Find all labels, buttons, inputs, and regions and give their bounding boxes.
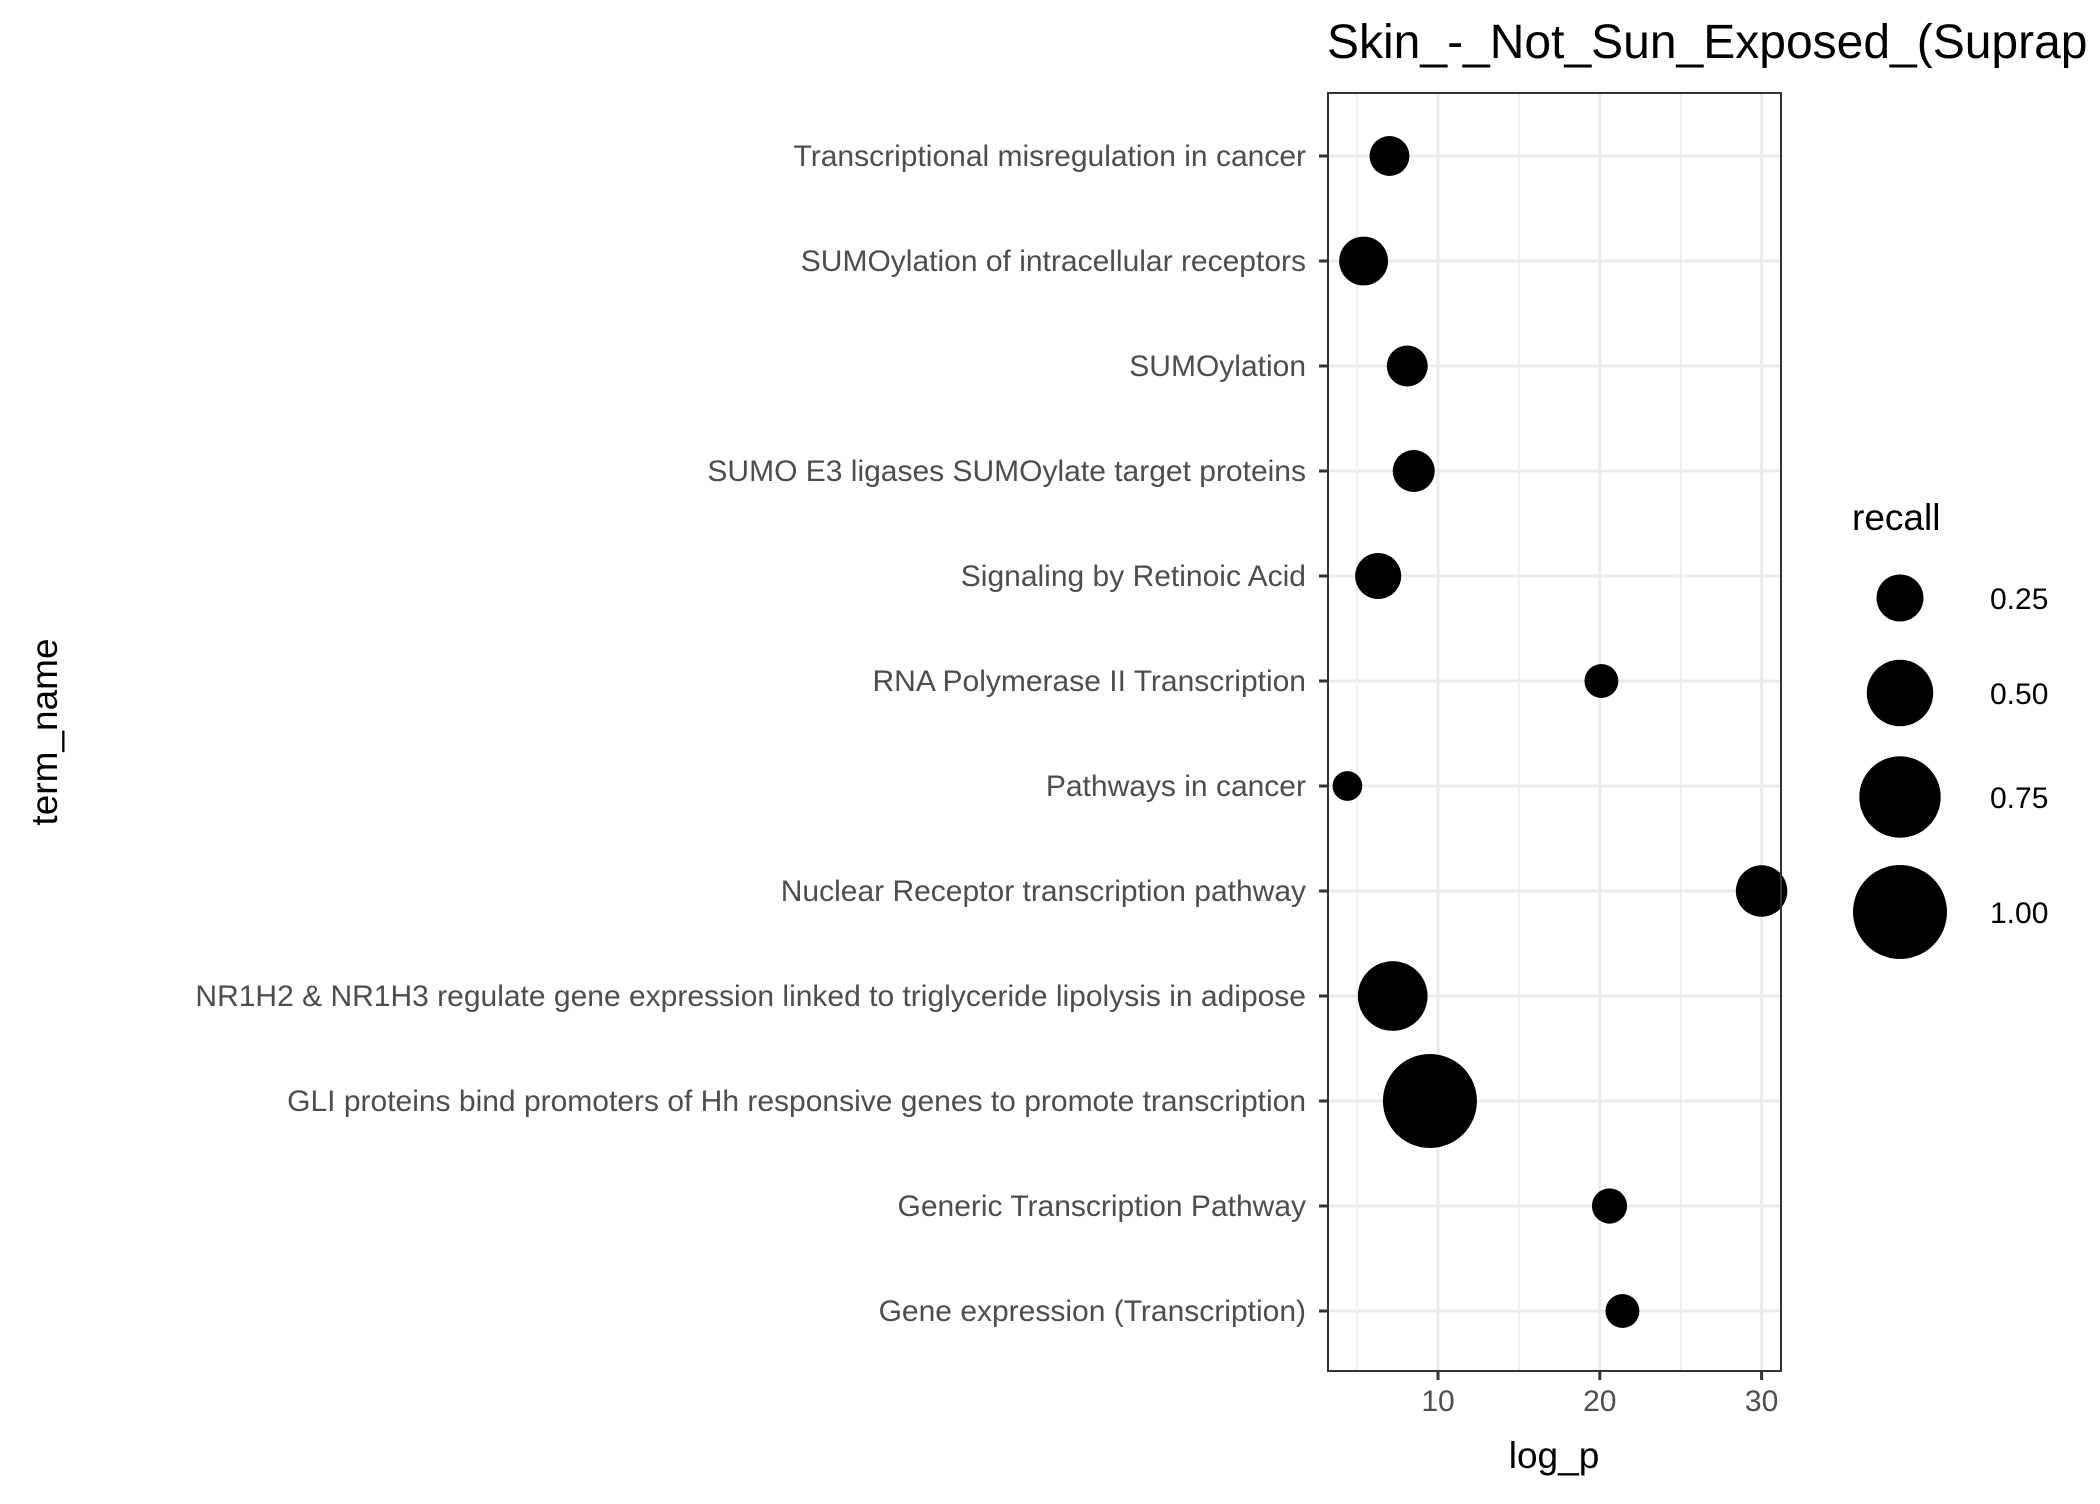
y-tick-label: Signaling by Retinoic Acid (961, 560, 1306, 593)
legend-key (1859, 756, 1941, 838)
y-tick-label: SUMOylation of intracellular receptors (801, 245, 1306, 278)
y-tick-label: SUMO E3 ligases SUMOylate target protein… (707, 455, 1306, 488)
legend-label: 1.00 (1990, 897, 2048, 930)
x-axis: 10 20 30 (1421, 1371, 1778, 1418)
y-axis-title: term_name (24, 638, 65, 825)
y-tick-label: NR1H2 & NR1H3 regulate gene expression l… (195, 980, 1306, 1013)
data-point (1392, 449, 1435, 493)
y-tick-label: Pathways in cancer (1046, 770, 1306, 803)
data-point (1332, 771, 1363, 801)
legend-key (1853, 865, 1947, 959)
y-tick-label: SUMOylation (1129, 350, 1306, 383)
data-point (1386, 345, 1428, 387)
y-tick-label: Generic Transcription Pathway (897, 1190, 1306, 1223)
y-tick-label: Transcriptional misregulation in cancer (794, 140, 1306, 173)
size-legend: recall 0.25 0.50 0.75 1.00 (1852, 497, 2048, 959)
y-tick-label: Nuclear Receptor transcription pathway (781, 875, 1306, 908)
legend-label: 0.50 (1990, 678, 2048, 711)
y-tick-label: RNA Polymerase II Transcription (873, 665, 1307, 698)
legend-key (1866, 659, 1934, 727)
data-point (1735, 865, 1788, 917)
data-point (1591, 1188, 1628, 1224)
y-axis: Transcriptional misregulation in cancer S… (195, 140, 1328, 1328)
grid-layer (1328, 93, 1781, 1371)
data-point (1339, 236, 1389, 286)
legend-title: recall (1852, 497, 1940, 538)
legend-label: 0.75 (1990, 782, 2048, 815)
data-point (1605, 1294, 1640, 1328)
legend-key (1876, 574, 1924, 622)
x-tick-label: 20 (1583, 1385, 1616, 1418)
x-tick-label: 30 (1745, 1385, 1778, 1418)
data-point (1357, 961, 1428, 1031)
data-point (1382, 1054, 1477, 1148)
y-tick-label: GLI proteins bind promoters of Hh respon… (287, 1085, 1306, 1118)
panel-border (1327, 92, 1782, 1372)
data-point (1355, 552, 1402, 600)
points-layer (1332, 136, 1788, 1328)
panel-background (1328, 93, 1781, 1371)
data-point (1369, 136, 1410, 176)
data-point (1584, 664, 1619, 698)
x-tick-label: 10 (1421, 1385, 1454, 1418)
x-axis-title: log_p (1509, 1435, 1600, 1476)
legend-label: 0.25 (1990, 583, 2048, 616)
y-tick-label: Gene expression (Transcription) (879, 1295, 1306, 1328)
chart-title: Skin_-_Not_Sun_Exposed_(Suprap (1327, 16, 2088, 69)
